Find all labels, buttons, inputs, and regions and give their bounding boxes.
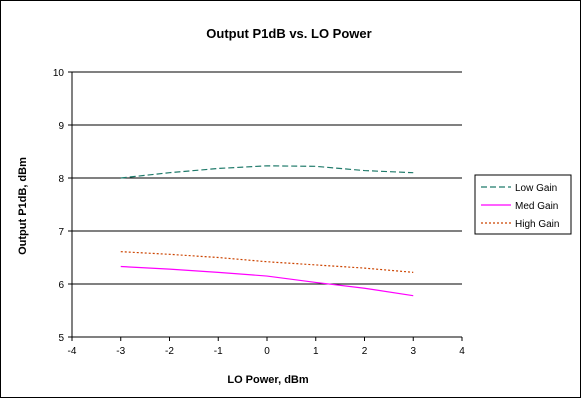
y-tick-labels: 5 6 7 8 9 10 <box>53 68 65 344</box>
y-axis-title: Output P1dB, dBm <box>17 157 29 255</box>
legend-label-high-gain: High Gain <box>515 219 559 230</box>
x-tick-label: -2 <box>165 346 174 357</box>
x-axis-title: LO Power, dBm <box>227 374 309 386</box>
axes <box>68 71 463 341</box>
y-tick-label: 7 <box>58 227 64 238</box>
x-tick-label: 0 <box>264 346 270 357</box>
x-tick-label: 2 <box>362 346 368 357</box>
series-line-med-gain <box>120 265 414 297</box>
x-tick-label: 3 <box>410 346 416 357</box>
gridlines <box>72 71 462 285</box>
series-line-high-gain <box>120 251 414 273</box>
y-tick-label: 5 <box>58 333 64 344</box>
x-tick-label: 4 <box>459 346 465 357</box>
x-tick-label: -1 <box>214 346 223 357</box>
series-lines <box>120 165 414 297</box>
x-tick-labels: -4 -3 -2 -1 0 1 2 3 4 <box>68 346 466 357</box>
legend: Low Gain Med Gain High Gain <box>474 174 572 235</box>
y-tick-label: 6 <box>58 280 64 291</box>
y-tick-label: 9 <box>58 121 64 132</box>
legend-label-low-gain: Low Gain <box>515 183 557 194</box>
plot-area <box>72 72 462 337</box>
x-tick-label: -3 <box>116 346 125 357</box>
series-line-low-gain <box>120 165 414 179</box>
y-tick-label: 8 <box>58 174 64 185</box>
y-tick-label: 10 <box>53 68 65 79</box>
chart-title: Output P1dB vs. LO Power <box>206 26 371 41</box>
legend-label-med-gain: Med Gain <box>515 201 558 212</box>
x-tick-label: -4 <box>68 346 77 357</box>
x-tick-label: 1 <box>313 346 319 357</box>
